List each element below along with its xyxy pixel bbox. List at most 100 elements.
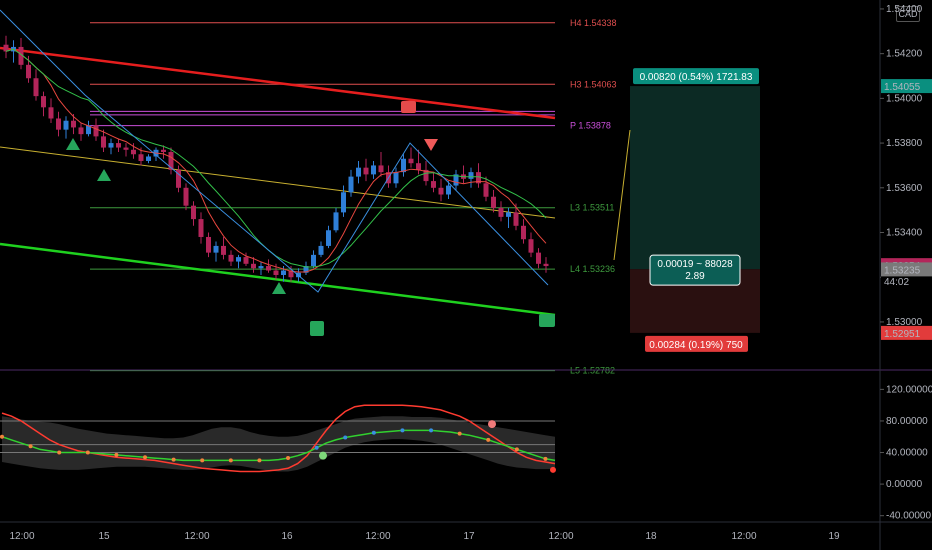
- candle[interactable]: [476, 172, 481, 184]
- osc-cross-dot[interactable]: [488, 420, 496, 429]
- candle[interactable]: [183, 187, 189, 206]
- candle[interactable]: [311, 254, 316, 267]
- candle[interactable]: [228, 254, 234, 262]
- sell-signal-icon[interactable]: [424, 139, 438, 151]
- candle[interactable]: [513, 212, 519, 226]
- target-zone[interactable]: [630, 86, 760, 270]
- target-label[interactable]: 0.00820 (0.54%) 1721.83: [633, 68, 759, 85]
- candle[interactable]: [33, 78, 39, 97]
- short-entry-icon[interactable]: [401, 101, 416, 113]
- stop-label[interactable]: 0.00284 (0.19%) 750: [645, 335, 748, 352]
- candle[interactable]: [101, 136, 106, 148]
- candle[interactable]: [288, 270, 294, 278]
- osc-dot: [314, 445, 319, 450]
- price-tag[interactable]: 1.53235: [881, 262, 932, 277]
- osc-tick-label: 80.00000: [886, 416, 928, 427]
- candle[interactable]: [176, 169, 181, 188]
- candle[interactable]: [63, 120, 69, 130]
- candle[interactable]: [341, 192, 346, 213]
- candle[interactable]: [416, 163, 421, 170]
- candle[interactable]: [161, 149, 166, 153]
- candle[interactable]: [251, 263, 256, 269]
- osc-dot: [85, 450, 90, 455]
- candle[interactable]: [528, 239, 534, 253]
- candle[interactable]: [318, 245, 324, 255]
- currency-badge[interactable]: CAD: [896, 6, 920, 22]
- candle[interactable]: [371, 165, 376, 175]
- candle[interactable]: [348, 176, 354, 193]
- candle[interactable]: [453, 174, 459, 186]
- candle[interactable]: [303, 266, 309, 273]
- candle[interactable]: [506, 212, 511, 217]
- osc-tick-label: 120.00000: [886, 384, 932, 395]
- green-trendline[interactable]: [0, 242, 556, 317]
- price-tag[interactable]: 44:02: [881, 274, 932, 289]
- candle[interactable]: [123, 147, 129, 150]
- candle[interactable]: [18, 46, 24, 65]
- candle[interactable]: [273, 270, 279, 275]
- candle[interactable]: [498, 207, 504, 217]
- candle[interactable]: [221, 245, 226, 255]
- stop-label-bg: [645, 335, 748, 352]
- candle[interactable]: [41, 96, 46, 108]
- candle[interactable]: [191, 205, 196, 220]
- long-exit-icon[interactable]: [539, 314, 555, 327]
- candle[interactable]: [363, 167, 369, 175]
- candle[interactable]: [401, 158, 406, 173]
- time-tick-label: 19: [828, 531, 840, 542]
- osc-last-dot[interactable]: [550, 466, 556, 473]
- candle[interactable]: [431, 181, 436, 188]
- candle[interactable]: [236, 257, 241, 262]
- candle[interactable]: [168, 152, 174, 170]
- price-tag[interactable]: 1.54055: [881, 79, 932, 94]
- candle[interactable]: [468, 172, 474, 179]
- candle[interactable]: [131, 149, 136, 155]
- candle[interactable]: [258, 266, 264, 269]
- candle[interactable]: [333, 212, 339, 231]
- candle[interactable]: [536, 252, 541, 264]
- candle[interactable]: [206, 236, 211, 253]
- candle[interactable]: [491, 196, 496, 208]
- candle[interactable]: [138, 154, 144, 161]
- buy-signal-icon[interactable]: [66, 138, 80, 150]
- candle[interactable]: [408, 158, 414, 164]
- candle[interactable]: [93, 125, 99, 137]
- candle[interactable]: [146, 156, 151, 161]
- candle[interactable]: [543, 263, 549, 267]
- candle[interactable]: [378, 165, 384, 173]
- candle[interactable]: [198, 219, 204, 237]
- candle[interactable]: [116, 143, 121, 148]
- candle[interactable]: [26, 64, 31, 79]
- candle[interactable]: [356, 167, 361, 177]
- candle[interactable]: [393, 172, 399, 184]
- candle[interactable]: [56, 118, 61, 130]
- candle[interactable]: [243, 257, 249, 264]
- candle[interactable]: [86, 125, 91, 135]
- candle[interactable]: [326, 230, 331, 246]
- long-entry-icon[interactable]: [310, 321, 324, 336]
- osc-cross-dot[interactable]: [319, 451, 327, 460]
- yellow-trendline[interactable]: [0, 146, 556, 219]
- candle[interactable]: [281, 270, 286, 275]
- osc-dot: [257, 458, 262, 463]
- buy-signal-icon[interactable]: [272, 282, 286, 294]
- candle[interactable]: [213, 245, 219, 253]
- price-tag[interactable]: 1.52951: [881, 325, 932, 340]
- price-tick-label: 1.54000: [886, 93, 923, 104]
- candle[interactable]: [521, 225, 526, 240]
- candle[interactable]: [71, 120, 76, 128]
- candle[interactable]: [483, 183, 489, 197]
- candle[interactable]: [48, 107, 54, 119]
- buy-signal-icon[interactable]: [97, 169, 111, 181]
- red-trendline[interactable]: [0, 46, 556, 120]
- candle[interactable]: [3, 44, 9, 52]
- candle[interactable]: [446, 185, 451, 195]
- candle[interactable]: [266, 266, 271, 271]
- price-tag-text: 44:02: [884, 277, 909, 288]
- candle[interactable]: [438, 187, 444, 195]
- candle[interactable]: [108, 143, 114, 148]
- candle[interactable]: [78, 127, 84, 135]
- candle[interactable]: [423, 169, 429, 182]
